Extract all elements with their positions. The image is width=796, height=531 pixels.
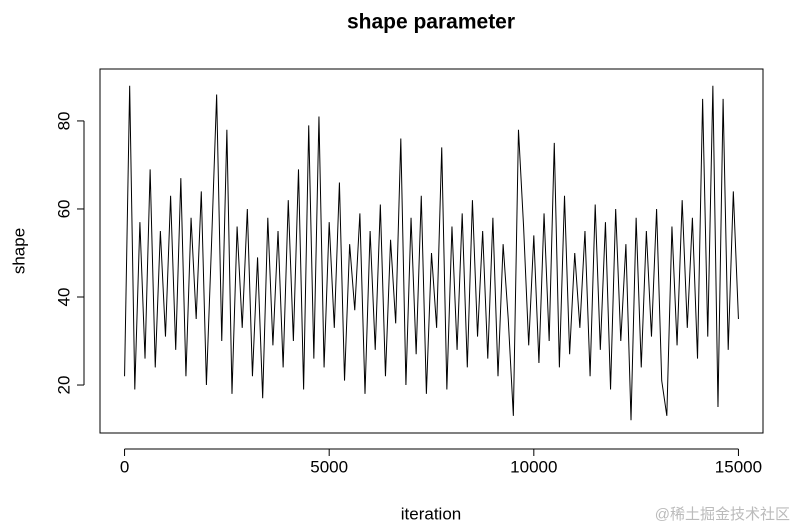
y-axis-label: shape — [9, 228, 28, 274]
y-tick-label: 20 — [54, 376, 73, 395]
chart-title: shape parameter — [347, 11, 515, 34]
plot-frame — [99, 68, 764, 434]
trace-line — [124, 85, 739, 421]
y-tick-label: 40 — [54, 288, 73, 307]
x-tick-label: 5000 — [310, 457, 348, 476]
x-tick-label: 10000 — [510, 457, 557, 476]
y-tick-label: 60 — [54, 200, 73, 219]
watermark: @稀土掘金技术社区 — [655, 506, 790, 523]
y-tick-label: 80 — [54, 111, 73, 130]
x-tick-label: 15000 — [715, 457, 762, 476]
x-axis-label: iteration — [401, 504, 461, 523]
x-tick-label: 0 — [120, 457, 129, 476]
